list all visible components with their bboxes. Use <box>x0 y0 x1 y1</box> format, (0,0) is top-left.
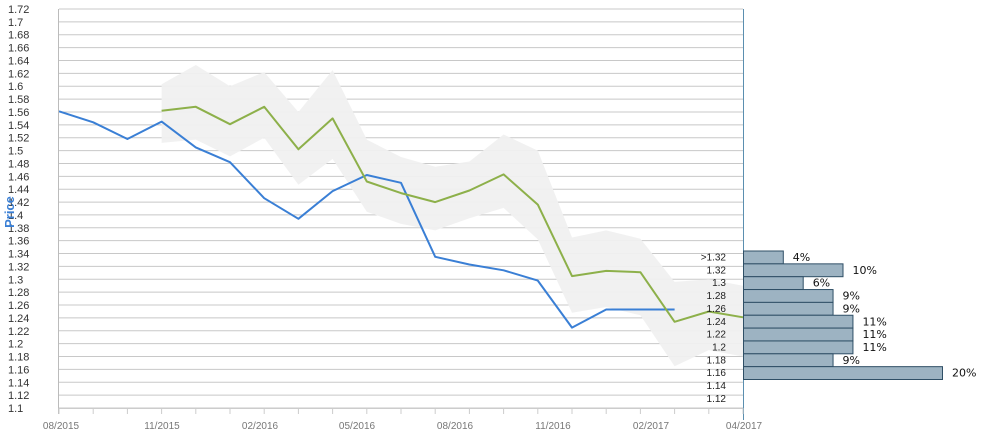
distribution-bar <box>743 276 804 291</box>
distribution-percent-label: 9% <box>843 302 860 315</box>
y-tick-label: 1.22 <box>8 326 29 338</box>
forecast-band <box>161 65 744 367</box>
y-tick-label: 1.52 <box>8 133 29 145</box>
y-tick-label: 1.38 <box>8 223 29 235</box>
distribution-percent-label: 6% <box>813 277 830 290</box>
y-tick-label: 1.28 <box>8 287 29 299</box>
y-tick-label: 1.34 <box>8 249 29 261</box>
distribution-percent-label: 20% <box>952 367 976 380</box>
y-tick-label: 1.1 <box>8 403 23 415</box>
distribution-bar <box>743 340 854 355</box>
distribution-percent-label: 11% <box>862 328 886 341</box>
distribution-percent-label: 9% <box>843 290 860 303</box>
distribution-bin-label: 1.28 <box>707 291 727 302</box>
distribution-percent-label: 4% <box>793 251 810 264</box>
distribution-bar <box>743 250 784 265</box>
distribution-bin-label: 1.14 <box>707 381 727 392</box>
x-tick-label: 11/2015 <box>144 421 180 432</box>
distribution-percent-label: 9% <box>843 354 860 367</box>
distribution-bin-label: 1.16 <box>707 368 727 379</box>
y-tick-label: 1.2 <box>8 339 23 351</box>
x-tick-label: 11/2016 <box>535 421 571 432</box>
y-tick-label: 1.62 <box>8 68 29 80</box>
distribution-bin-label: 1.18 <box>707 355 727 366</box>
y-tick-label: 1.18 <box>8 352 29 364</box>
series-line-1 <box>58 110 675 329</box>
distribution-percent-label: 11% <box>862 341 886 354</box>
y-tick-label: 1.32 <box>8 261 29 273</box>
x-tick-label: 04/2017 <box>726 421 763 432</box>
y-tick-label: 1.66 <box>8 43 29 55</box>
y-tick-label: 1.42 <box>8 197 29 209</box>
x-tick-labels: 08/2015 11/2015 02/2016 05/2016 08/2016 11/20… <box>43 421 763 432</box>
distribution-bin-label: 1.3 <box>712 278 726 289</box>
series-line-2 <box>161 105 744 323</box>
y-tick-label: 1.64 <box>8 55 29 67</box>
y-tick-label: 1.72 <box>8 4 29 16</box>
distribution-bin-label: 1.12 <box>707 394 727 405</box>
y-tick-label: 1.24 <box>8 313 29 325</box>
y-tick-label: 1.44 <box>8 184 29 196</box>
y-tick-label: 1.5 <box>8 146 23 158</box>
distribution-bar <box>743 314 854 329</box>
y-tick-label: 1.3 <box>8 274 23 286</box>
y-tick-label: 1.46 <box>8 171 29 183</box>
distribution-percent-label: 11% <box>862 315 886 328</box>
distribution-bin-label: 1.26 <box>707 304 727 315</box>
distribution-bar <box>743 327 854 342</box>
y-tick-labels: 1.11.121.141.161.181.21.221.241.261.281.… <box>8 4 29 415</box>
distribution-percent-label: 10% <box>853 264 877 277</box>
y-tick-label: 1.36 <box>8 236 29 248</box>
distribution-bin-label: 1.22 <box>707 330 727 341</box>
distribution-bar <box>743 289 834 303</box>
distribution-bin-label: 1.32 <box>707 265 727 276</box>
x-tick-label: 02/2017 <box>633 421 670 432</box>
y-tick-label: 1.58 <box>8 94 29 106</box>
forecast-range-band <box>161 65 744 367</box>
distribution-bin-label: 1.2 <box>712 342 726 353</box>
y-tick-label: 1.7 <box>8 17 23 29</box>
y-tick-label: 1.16 <box>8 364 29 376</box>
x-tick-label: 05/2016 <box>339 421 376 432</box>
y-tick-label: 1.48 <box>8 158 29 170</box>
distribution-bars: >1.32 4% 1.32 10% 1.3 6% 1.28 9% 1.26 9% 1.24 11% 1.… <box>701 250 976 405</box>
distribution-bin-label: >1.32 <box>701 253 727 264</box>
y-tick-label: 1.68 <box>8 30 29 42</box>
distribution-bar <box>743 301 834 316</box>
distribution-bar <box>743 263 844 278</box>
y-tick-label: 1.6 <box>8 81 23 93</box>
y-tick-label: 1.14 <box>8 377 29 389</box>
y-tick-label: 1.54 <box>8 120 29 132</box>
distribution-bin-label: 1.24 <box>707 317 727 328</box>
y-tick-label: 1.12 <box>8 390 29 402</box>
x-tick-label: 02/2016 <box>242 421 279 432</box>
series-lines <box>58 105 744 329</box>
y-tick-label: 1.4 <box>8 210 23 222</box>
x-tick-label: 08/2016 <box>437 421 474 432</box>
y-axis-label: Price <box>2 196 17 228</box>
distribution-bar <box>743 353 834 368</box>
y-tick-label: 1.26 <box>8 300 29 312</box>
y-tick-label: 1.56 <box>8 107 29 119</box>
distribution-bar <box>743 366 943 380</box>
x-tick-label: 08/2015 <box>43 421 80 432</box>
